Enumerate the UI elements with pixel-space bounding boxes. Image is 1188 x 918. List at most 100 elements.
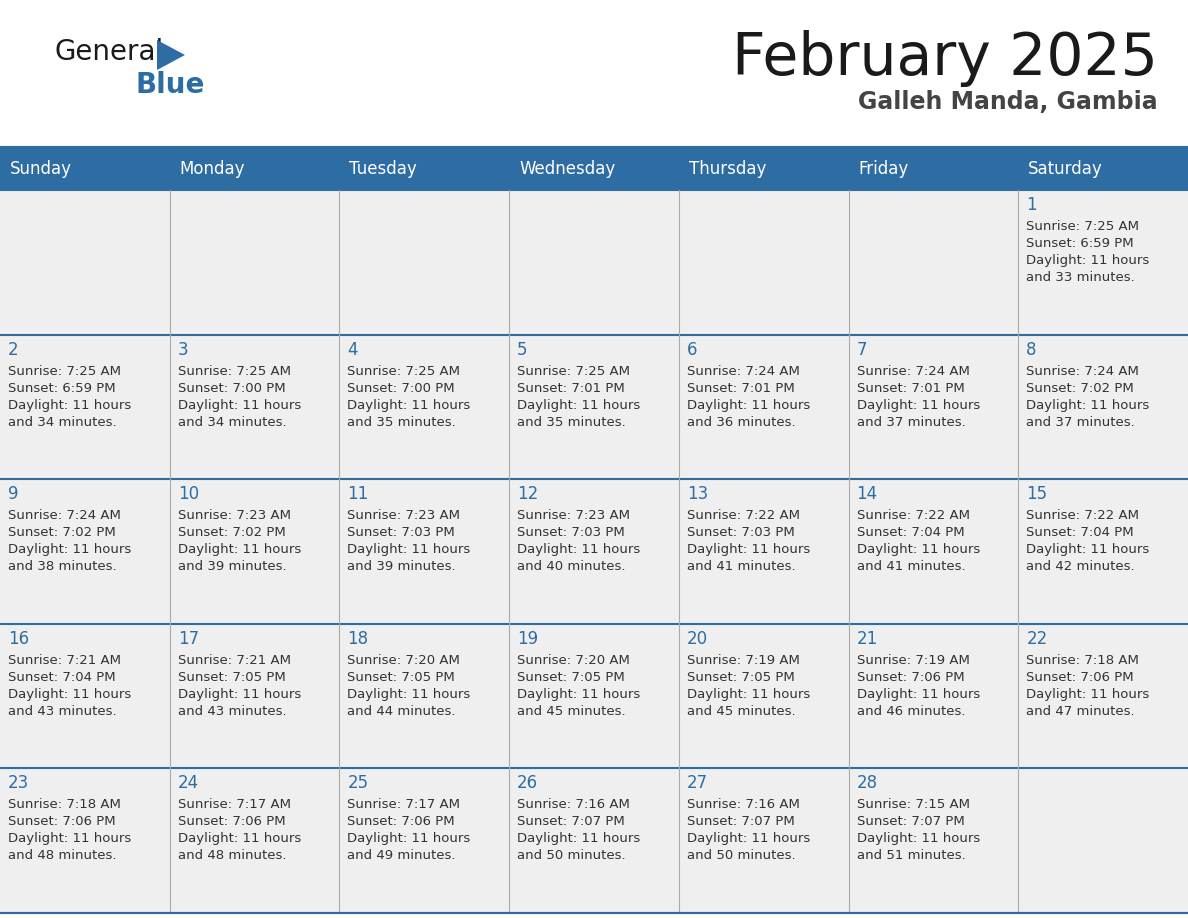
- Text: Sunrise: 7:20 AM: Sunrise: 7:20 AM: [347, 654, 460, 666]
- Text: Daylight: 11 hours: Daylight: 11 hours: [347, 688, 470, 700]
- Text: and 49 minutes.: and 49 minutes.: [347, 849, 456, 862]
- Text: 15: 15: [1026, 486, 1048, 503]
- Text: 22: 22: [1026, 630, 1048, 648]
- Text: 9: 9: [8, 486, 19, 503]
- Bar: [848, 190, 1018, 334]
- Text: Sunrise: 7:16 AM: Sunrise: 7:16 AM: [687, 799, 800, 812]
- Text: Sunset: 7:01 PM: Sunset: 7:01 PM: [857, 382, 965, 395]
- Text: Sunset: 7:05 PM: Sunset: 7:05 PM: [517, 671, 625, 684]
- Text: and 39 minutes.: and 39 minutes.: [347, 560, 456, 573]
- Text: Sunrise: 7:15 AM: Sunrise: 7:15 AM: [857, 799, 969, 812]
- Text: Daylight: 11 hours: Daylight: 11 hours: [1026, 688, 1150, 700]
- Text: Sunset: 7:02 PM: Sunset: 7:02 PM: [1026, 382, 1135, 395]
- Text: 7: 7: [857, 341, 867, 359]
- Text: 28: 28: [857, 775, 878, 792]
- Bar: [510, 190, 678, 334]
- Text: and 35 minutes.: and 35 minutes.: [517, 416, 626, 429]
- Bar: [510, 334, 678, 479]
- Text: Thursday: Thursday: [689, 160, 766, 178]
- Bar: [510, 768, 678, 913]
- Text: Wednesday: Wednesday: [519, 160, 615, 178]
- Text: Sunrise: 7:20 AM: Sunrise: 7:20 AM: [517, 654, 630, 666]
- Text: February 2025: February 2025: [732, 30, 1158, 87]
- Bar: [340, 768, 510, 913]
- Bar: [848, 334, 1018, 479]
- Bar: [1018, 479, 1188, 624]
- Text: Daylight: 11 hours: Daylight: 11 hours: [687, 688, 810, 700]
- Bar: [340, 190, 510, 334]
- Text: Sunset: 7:05 PM: Sunset: 7:05 PM: [687, 671, 795, 684]
- Text: 14: 14: [857, 486, 878, 503]
- Text: Galleh Manda, Gambia: Galleh Manda, Gambia: [859, 90, 1158, 114]
- Text: Sunrise: 7:25 AM: Sunrise: 7:25 AM: [347, 364, 461, 377]
- Text: Daylight: 11 hours: Daylight: 11 hours: [857, 398, 980, 411]
- Text: Daylight: 11 hours: Daylight: 11 hours: [687, 398, 810, 411]
- Text: Sunset: 7:06 PM: Sunset: 7:06 PM: [347, 815, 455, 828]
- Bar: [848, 624, 1018, 768]
- Bar: [0, 190, 170, 334]
- Text: Daylight: 11 hours: Daylight: 11 hours: [517, 688, 640, 700]
- Text: Sunrise: 7:23 AM: Sunrise: 7:23 AM: [178, 509, 291, 522]
- Bar: [1018, 624, 1188, 768]
- Text: and 36 minutes.: and 36 minutes.: [687, 416, 796, 429]
- Text: Sunset: 7:03 PM: Sunset: 7:03 PM: [517, 526, 625, 539]
- Text: and 48 minutes.: and 48 minutes.: [8, 849, 116, 862]
- Bar: [340, 624, 510, 768]
- Text: Sunrise: 7:25 AM: Sunrise: 7:25 AM: [1026, 220, 1139, 233]
- Text: Sunset: 6:59 PM: Sunset: 6:59 PM: [8, 382, 115, 395]
- Text: Sunrise: 7:25 AM: Sunrise: 7:25 AM: [517, 364, 630, 377]
- Bar: [170, 624, 340, 768]
- Text: Sunset: 7:06 PM: Sunset: 7:06 PM: [857, 671, 965, 684]
- Text: 23: 23: [8, 775, 30, 792]
- Text: 3: 3: [178, 341, 189, 359]
- Text: Daylight: 11 hours: Daylight: 11 hours: [178, 688, 301, 700]
- Text: Daylight: 11 hours: Daylight: 11 hours: [1026, 398, 1150, 411]
- Text: 24: 24: [178, 775, 198, 792]
- Bar: [340, 479, 510, 624]
- Text: and 43 minutes.: and 43 minutes.: [8, 705, 116, 718]
- Text: Sunset: 7:00 PM: Sunset: 7:00 PM: [347, 382, 455, 395]
- Text: and 35 minutes.: and 35 minutes.: [347, 416, 456, 429]
- Text: Sunset: 7:07 PM: Sunset: 7:07 PM: [857, 815, 965, 828]
- Text: Daylight: 11 hours: Daylight: 11 hours: [517, 833, 640, 845]
- Text: 12: 12: [517, 486, 538, 503]
- Text: 11: 11: [347, 486, 368, 503]
- Text: 6: 6: [687, 341, 697, 359]
- Text: and 37 minutes.: and 37 minutes.: [857, 416, 966, 429]
- Text: Monday: Monday: [179, 160, 245, 178]
- Bar: [848, 479, 1018, 624]
- Text: Sunset: 7:04 PM: Sunset: 7:04 PM: [8, 671, 115, 684]
- Text: Sunset: 7:06 PM: Sunset: 7:06 PM: [1026, 671, 1133, 684]
- Text: and 46 minutes.: and 46 minutes.: [857, 705, 965, 718]
- Text: Sunrise: 7:23 AM: Sunrise: 7:23 AM: [347, 509, 461, 522]
- Text: 16: 16: [8, 630, 30, 648]
- Text: Sunset: 7:06 PM: Sunset: 7:06 PM: [8, 815, 115, 828]
- Text: Sunrise: 7:17 AM: Sunrise: 7:17 AM: [347, 799, 461, 812]
- Text: Blue: Blue: [135, 71, 204, 99]
- Text: General: General: [55, 38, 164, 66]
- Text: Sunrise: 7:25 AM: Sunrise: 7:25 AM: [178, 364, 291, 377]
- Bar: [678, 190, 848, 334]
- Text: Sunday: Sunday: [10, 160, 72, 178]
- Text: and 40 minutes.: and 40 minutes.: [517, 560, 626, 573]
- Text: Sunrise: 7:22 AM: Sunrise: 7:22 AM: [687, 509, 800, 522]
- Bar: [0, 624, 170, 768]
- Text: and 38 minutes.: and 38 minutes.: [8, 560, 116, 573]
- Text: Sunrise: 7:24 AM: Sunrise: 7:24 AM: [857, 364, 969, 377]
- Text: Sunset: 7:03 PM: Sunset: 7:03 PM: [347, 526, 455, 539]
- Text: Daylight: 11 hours: Daylight: 11 hours: [347, 398, 470, 411]
- Bar: [170, 479, 340, 624]
- Bar: [678, 768, 848, 913]
- Text: and 48 minutes.: and 48 minutes.: [178, 849, 286, 862]
- Text: Sunrise: 7:16 AM: Sunrise: 7:16 AM: [517, 799, 630, 812]
- Text: and 41 minutes.: and 41 minutes.: [687, 560, 796, 573]
- Text: Sunrise: 7:21 AM: Sunrise: 7:21 AM: [8, 654, 121, 666]
- Bar: [170, 190, 340, 334]
- Bar: [1018, 190, 1188, 334]
- Text: and 34 minutes.: and 34 minutes.: [8, 416, 116, 429]
- Text: 13: 13: [687, 486, 708, 503]
- Text: Daylight: 11 hours: Daylight: 11 hours: [8, 398, 131, 411]
- Bar: [170, 768, 340, 913]
- Bar: [170, 334, 340, 479]
- Text: Daylight: 11 hours: Daylight: 11 hours: [178, 543, 301, 556]
